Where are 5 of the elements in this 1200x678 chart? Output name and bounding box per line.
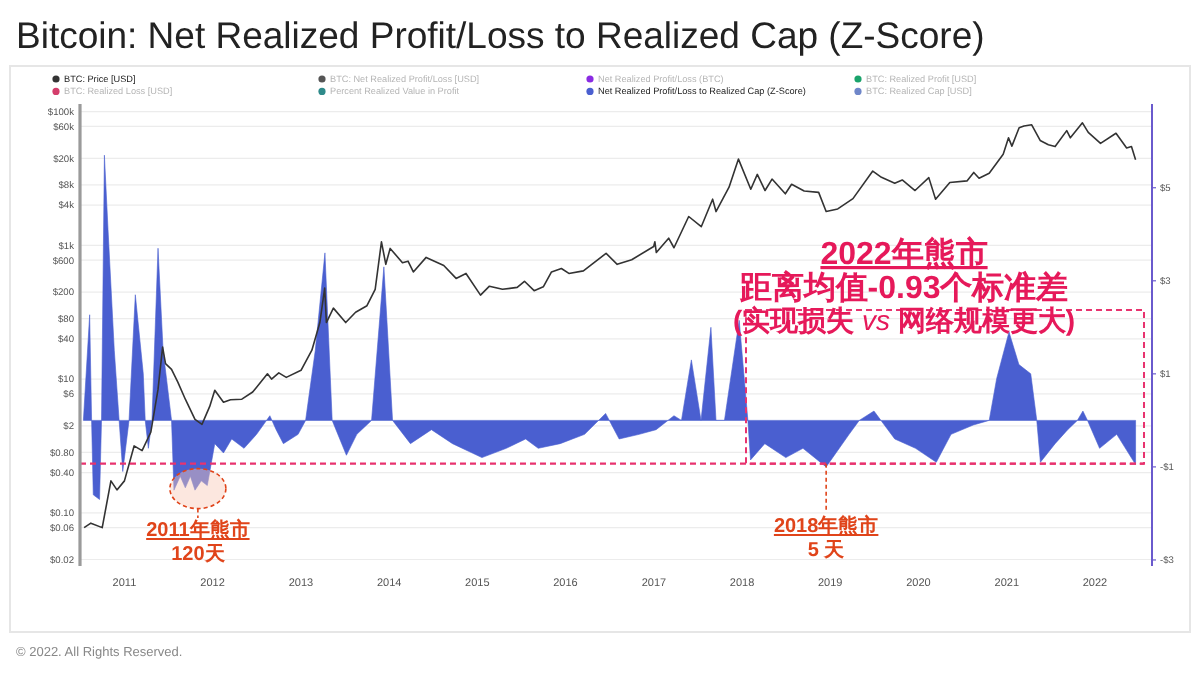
annotation: 120天 — [171, 542, 227, 566]
annotation: 距离均值-0.93个标准差 — [737, 268, 1069, 306]
chart-title: Bitcoin: Net Realized Profit/Loss to Realized Cap (Z-Score) — [16, 14, 985, 56]
annotation: 5 天 — [807, 538, 847, 562]
annotation: (实现损失 vs 网络规模更大) — [732, 304, 1076, 336]
